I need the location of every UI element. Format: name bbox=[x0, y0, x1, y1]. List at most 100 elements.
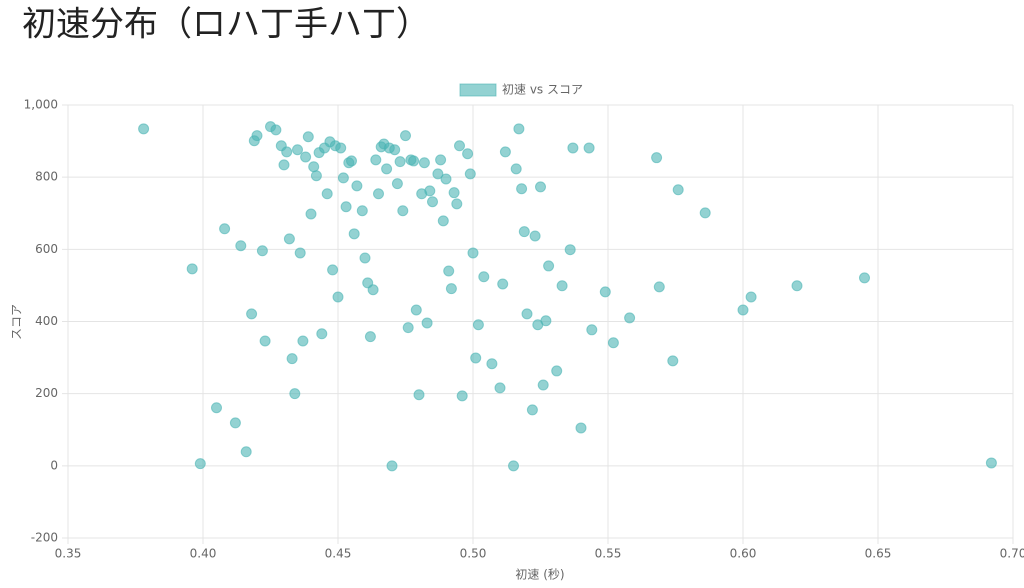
point bbox=[499, 146, 511, 158]
x-tick-label: 0.60 bbox=[730, 547, 757, 561]
point bbox=[410, 304, 422, 316]
point bbox=[335, 142, 347, 154]
x-tick-label: 0.55 bbox=[595, 547, 622, 561]
y-tick-label: 1,000 bbox=[24, 98, 58, 112]
point bbox=[294, 247, 306, 259]
point bbox=[462, 148, 474, 160]
point bbox=[300, 151, 312, 163]
point bbox=[526, 404, 538, 416]
point bbox=[340, 201, 352, 213]
point bbox=[281, 146, 293, 158]
point bbox=[381, 163, 393, 175]
point bbox=[624, 312, 636, 324]
point bbox=[427, 196, 438, 208]
point bbox=[494, 382, 506, 394]
point bbox=[607, 337, 619, 349]
point bbox=[297, 335, 309, 347]
point bbox=[235, 240, 247, 252]
point bbox=[448, 187, 460, 199]
point bbox=[327, 264, 339, 276]
point bbox=[400, 130, 411, 142]
point bbox=[351, 180, 363, 192]
point bbox=[391, 178, 403, 190]
point bbox=[859, 272, 870, 284]
point bbox=[402, 322, 414, 334]
point bbox=[421, 317, 433, 329]
point bbox=[486, 358, 498, 370]
point bbox=[397, 205, 409, 217]
point bbox=[540, 315, 552, 327]
x-tick-label: 0.45 bbox=[325, 547, 352, 561]
point bbox=[535, 181, 546, 193]
point bbox=[454, 140, 465, 152]
point bbox=[308, 161, 320, 173]
point bbox=[651, 152, 663, 164]
point bbox=[653, 281, 665, 293]
point bbox=[367, 284, 379, 296]
point bbox=[418, 157, 430, 169]
point bbox=[219, 223, 231, 235]
point bbox=[394, 156, 406, 168]
point bbox=[791, 280, 803, 292]
point bbox=[194, 458, 206, 470]
point bbox=[699, 207, 711, 219]
x-tick-label: 0.65 bbox=[865, 547, 892, 561]
point bbox=[472, 319, 484, 331]
point bbox=[586, 324, 598, 336]
x-tick-label: 0.35 bbox=[55, 547, 82, 561]
point bbox=[270, 124, 282, 136]
point bbox=[508, 460, 519, 472]
legend-swatch bbox=[459, 83, 497, 97]
point bbox=[737, 304, 749, 316]
point bbox=[510, 163, 522, 175]
point bbox=[278, 159, 290, 171]
point bbox=[259, 335, 271, 347]
point bbox=[240, 446, 252, 458]
point bbox=[424, 185, 436, 197]
point bbox=[451, 198, 463, 210]
point bbox=[283, 233, 295, 245]
point bbox=[745, 291, 757, 303]
point bbox=[346, 155, 357, 167]
point bbox=[437, 215, 449, 227]
y-tick-label: -200 bbox=[31, 531, 58, 545]
point bbox=[310, 170, 322, 182]
point bbox=[497, 278, 509, 290]
x-axis-label: 初速 (秒) bbox=[515, 568, 564, 582]
point bbox=[575, 422, 587, 434]
point bbox=[389, 144, 401, 156]
point bbox=[316, 328, 328, 340]
point bbox=[513, 123, 525, 135]
point bbox=[529, 230, 541, 242]
point bbox=[667, 355, 679, 367]
point bbox=[564, 244, 576, 256]
point bbox=[359, 252, 371, 264]
point bbox=[456, 390, 468, 402]
point bbox=[516, 183, 528, 195]
point bbox=[464, 168, 476, 180]
point bbox=[321, 188, 333, 200]
point bbox=[413, 389, 425, 401]
y-tick-label: 200 bbox=[35, 386, 58, 400]
point bbox=[292, 144, 303, 156]
point bbox=[470, 352, 482, 364]
y-tick-label: 400 bbox=[35, 314, 58, 328]
point bbox=[432, 168, 444, 180]
point bbox=[543, 260, 555, 272]
y-tick-label: 800 bbox=[35, 170, 58, 184]
point bbox=[364, 331, 376, 343]
point bbox=[251, 130, 263, 142]
point bbox=[537, 379, 549, 391]
legend-label: 初速 vs スコア bbox=[502, 83, 583, 97]
point bbox=[305, 208, 317, 220]
point bbox=[443, 265, 455, 277]
point bbox=[440, 173, 452, 185]
point bbox=[583, 142, 595, 154]
point bbox=[467, 247, 479, 259]
point bbox=[229, 417, 241, 429]
point bbox=[211, 402, 222, 414]
point bbox=[186, 263, 198, 275]
point bbox=[435, 154, 447, 166]
point bbox=[408, 155, 420, 167]
